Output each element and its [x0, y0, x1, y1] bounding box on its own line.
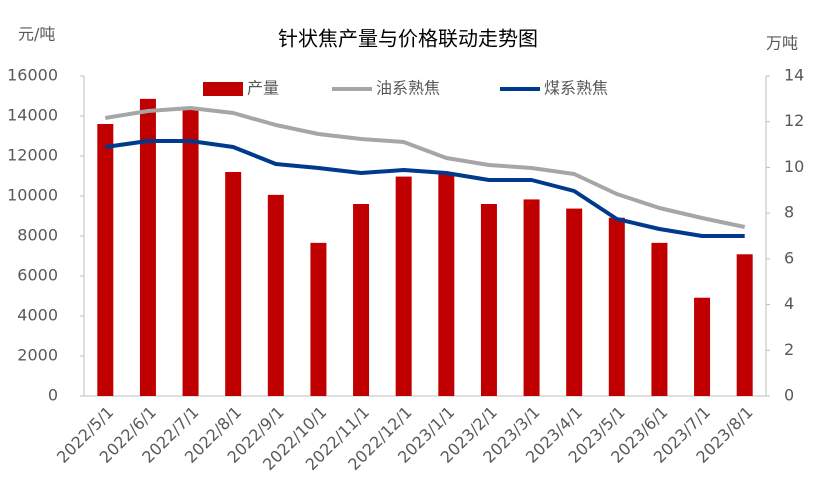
bar	[566, 208, 583, 396]
y2-tick-label: 12	[784, 111, 804, 130]
y2-tick-label: 14	[784, 66, 804, 85]
bar	[225, 172, 242, 396]
chart-title: 针状焦产量与价格联动走势图	[278, 27, 538, 51]
y-tick-label: 8000	[17, 226, 58, 245]
y2-tick-label: 10	[784, 157, 804, 176]
bar	[139, 98, 156, 396]
y2-tick-label: 2	[784, 340, 794, 359]
y2-axis-label: 万吨	[766, 34, 798, 53]
y-tick-label: 10000	[7, 186, 58, 205]
bar	[736, 254, 753, 396]
y-axis-label: 元/吨	[18, 25, 55, 44]
bar	[608, 217, 625, 396]
y2-tick-label: 0	[784, 386, 794, 405]
bar	[267, 194, 284, 396]
legend-swatch	[203, 82, 243, 96]
legend-label: 油系熟焦	[376, 79, 440, 98]
line	[105, 139, 745, 238]
line	[104, 106, 746, 229]
bar	[310, 242, 327, 396]
bar	[395, 176, 412, 396]
y-tick-label: 12000	[7, 146, 58, 165]
bar	[182, 108, 199, 396]
bar	[480, 204, 497, 396]
y-tick-label: 6000	[17, 266, 58, 285]
y-tick-label: 2000	[17, 346, 58, 365]
bar	[97, 124, 114, 396]
legend-label: 煤系熟焦	[544, 79, 608, 98]
bar	[353, 204, 370, 396]
bar	[438, 174, 455, 396]
y2-tick-label: 6	[784, 248, 794, 267]
bar	[523, 199, 540, 396]
y2-tick-label: 8	[784, 203, 794, 222]
y-tick-label: 14000	[7, 106, 58, 125]
legend-label: 产量	[247, 79, 279, 98]
bar	[651, 242, 668, 396]
bar	[694, 297, 711, 396]
y2-tick-label: 4	[784, 294, 794, 313]
y-tick-label: 0	[48, 386, 58, 405]
y-tick-label: 4000	[17, 306, 58, 325]
y-tick-label: 16000	[7, 66, 58, 85]
